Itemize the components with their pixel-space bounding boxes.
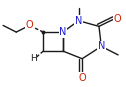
Bar: [59, 26, 67, 38]
Text: O: O: [78, 73, 86, 83]
Text: O: O: [113, 14, 121, 24]
Bar: [28, 56, 37, 65]
Text: H: H: [30, 54, 37, 63]
Bar: [25, 19, 34, 30]
Bar: [78, 72, 86, 83]
Text: O: O: [26, 20, 33, 30]
Text: N: N: [59, 27, 67, 37]
Bar: [74, 15, 83, 26]
Text: N: N: [98, 41, 105, 51]
Text: N: N: [75, 16, 82, 26]
Bar: [113, 13, 121, 24]
Bar: [97, 41, 106, 52]
